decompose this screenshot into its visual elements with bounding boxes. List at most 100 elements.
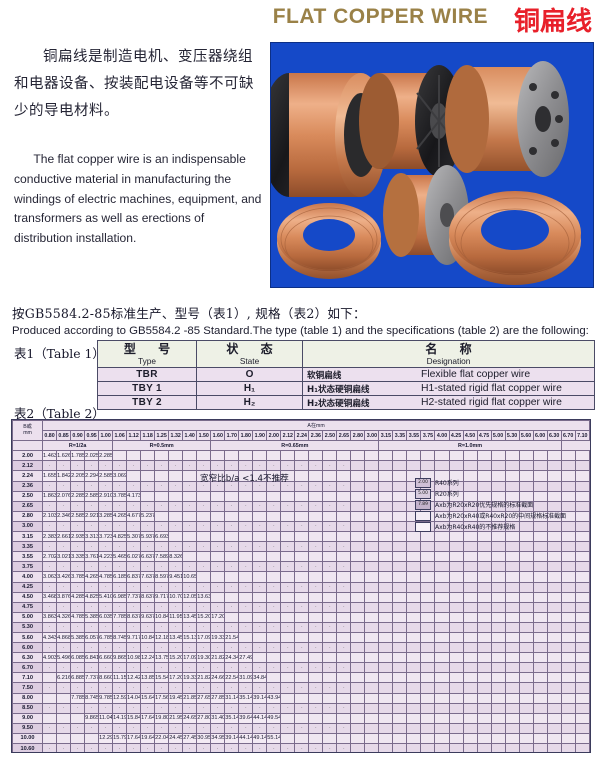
spec-cell-empty	[560, 642, 576, 654]
spec-cell-value: 13.45	[168, 631, 184, 644]
spec-cell-empty	[406, 601, 422, 613]
spec-cell-empty	[490, 652, 506, 664]
spec-cell-empty	[532, 742, 548, 752]
spec-cell-empty	[294, 490, 310, 502]
spec-cell-empty: ·	[336, 702, 352, 714]
spec-cell-value: 6.027	[126, 551, 142, 563]
spec-cell-empty	[378, 450, 394, 462]
table1-cell-designation: 软铜扁线 Flexible flat copper wire	[302, 367, 595, 382]
spec-cell-empty	[434, 561, 450, 573]
spec-cell-empty	[378, 732, 394, 745]
spec-cell-empty	[364, 551, 380, 563]
spec-cell-empty: ·	[238, 581, 254, 593]
spec-cell-empty	[364, 541, 380, 553]
spec-cell-empty	[546, 561, 562, 573]
spec-cell-empty: ·	[98, 702, 114, 714]
spec-cell-empty: ·	[238, 621, 254, 633]
spec-cell-empty: ·	[308, 520, 324, 533]
spec-cell-empty: ·	[322, 561, 338, 573]
spec-cell-empty	[448, 571, 464, 583]
spec-cell-empty: ·	[252, 581, 268, 593]
spec-cell-empty: ·	[140, 702, 156, 714]
spec-cell-empty	[532, 662, 548, 674]
spec-cell-empty	[322, 672, 338, 684]
spec-cell-empty	[56, 692, 72, 704]
spec-cell-empty	[350, 480, 366, 492]
spec-cell-value: 5.385	[84, 611, 100, 623]
spec-cell-empty: ·	[266, 520, 282, 533]
spec-cell-empty	[420, 551, 436, 563]
spec-cell-empty	[476, 531, 492, 543]
spec-cell-value: 12.42	[126, 672, 142, 684]
spec-cell-empty: ·	[252, 722, 268, 734]
spec-cell-empty	[406, 682, 422, 694]
spec-cell-empty	[364, 450, 380, 462]
spec-cell-empty	[504, 531, 520, 543]
legend-item: Axb为R20xR40或R40xR20的中间规格标准截面	[415, 511, 587, 521]
spec-cell-empty: ·	[56, 601, 72, 613]
spec-cell-empty: ·	[168, 642, 184, 654]
spec-cell-empty	[280, 672, 296, 684]
spec-cell-empty	[574, 551, 590, 563]
spec-cell-empty: ·	[56, 541, 72, 553]
spec-cell-empty	[378, 561, 394, 573]
legend-item: 2.00 R40系列	[415, 478, 587, 488]
spec-cell-value: 22.54	[224, 672, 240, 684]
spec-cell-empty	[322, 510, 338, 522]
spec-cell-empty	[574, 652, 590, 664]
spec-cell-value: 15.20	[196, 611, 212, 623]
table-row: 4.25 · · · · · · · · · · · · · · · · · · · · · ·	[12, 581, 590, 593]
spec-cell-value: 39.14	[224, 732, 240, 745]
spec-cell-value: 15.13	[182, 631, 198, 644]
spec-cell-value: 17.09	[182, 652, 198, 664]
spec-cell-empty: ·	[84, 642, 100, 654]
spec-cell-empty: ·	[252, 682, 268, 694]
spec-cell-empty	[518, 652, 534, 664]
legend-label: Axb为R20xR20优先规格的标准截面	[435, 502, 534, 510]
spec-cell-empty: ·	[196, 702, 212, 714]
spec-cell-empty	[308, 470, 324, 482]
spec-b-value: 7.50	[12, 682, 44, 694]
spec-cell-empty: ·	[252, 702, 268, 714]
spec-b-value: 9.00	[12, 712, 44, 724]
spec-cell-empty: ·	[126, 642, 142, 654]
spec-cell-empty	[154, 470, 170, 482]
spec-cell-empty	[364, 480, 380, 492]
spec-cell-empty	[252, 631, 268, 644]
spec-cell-empty	[420, 722, 436, 734]
spec-cell-empty	[350, 460, 366, 472]
table1-header-row: 型 号 Type 状 态 State 名 称 Designation	[97, 340, 595, 368]
table-row: 10.60 · · · · · · · · · · · · · · · · · · · · · ·	[12, 742, 590, 752]
spec-cell-empty: ·	[224, 742, 240, 752]
spec-cell-empty: ·	[56, 520, 72, 533]
spec-cell-value: 17.64	[126, 732, 142, 745]
spec-cell-empty: ·	[140, 520, 156, 533]
spec-cell-empty	[504, 591, 520, 603]
spec-cell-empty	[546, 722, 562, 734]
spec-cell-empty	[280, 611, 296, 623]
spec-cell-empty: ·	[182, 520, 198, 533]
spec-cell-value: 8.637	[140, 591, 156, 603]
spec-cell-empty: ·	[238, 500, 254, 512]
spec-cell-empty	[448, 591, 464, 603]
spec-cell-empty	[266, 571, 282, 583]
spec-b-value: 6.00	[12, 642, 44, 654]
designation-en: H1-stated rigid flat copper wire	[421, 383, 562, 394]
spec-cell-value: 4.265	[112, 510, 128, 522]
spec-cell-value: 1.842	[56, 470, 72, 482]
spec-a-value: 1.25	[154, 430, 170, 442]
spec-cell-empty: ·	[168, 702, 184, 714]
spec-cell-value: 27.80	[196, 712, 212, 724]
spec-cell-empty	[434, 631, 450, 644]
spec-cell-empty	[518, 742, 534, 752]
table-row: 4.75 · · · · · · · · · · · · · · · · · · · · · ·	[12, 601, 590, 613]
spec-cell-empty	[280, 652, 296, 664]
spec-cell-empty	[574, 742, 590, 752]
spec-cell-empty: ·	[252, 742, 268, 752]
spec-cell-value: 9.451	[168, 571, 184, 583]
spec-cell-empty	[574, 571, 590, 583]
spec-cell-empty	[406, 652, 422, 664]
spec-cell-empty: ·	[140, 621, 156, 633]
table1-header-type-en: Type	[138, 355, 156, 366]
spec-cell-empty: ·	[84, 682, 100, 694]
